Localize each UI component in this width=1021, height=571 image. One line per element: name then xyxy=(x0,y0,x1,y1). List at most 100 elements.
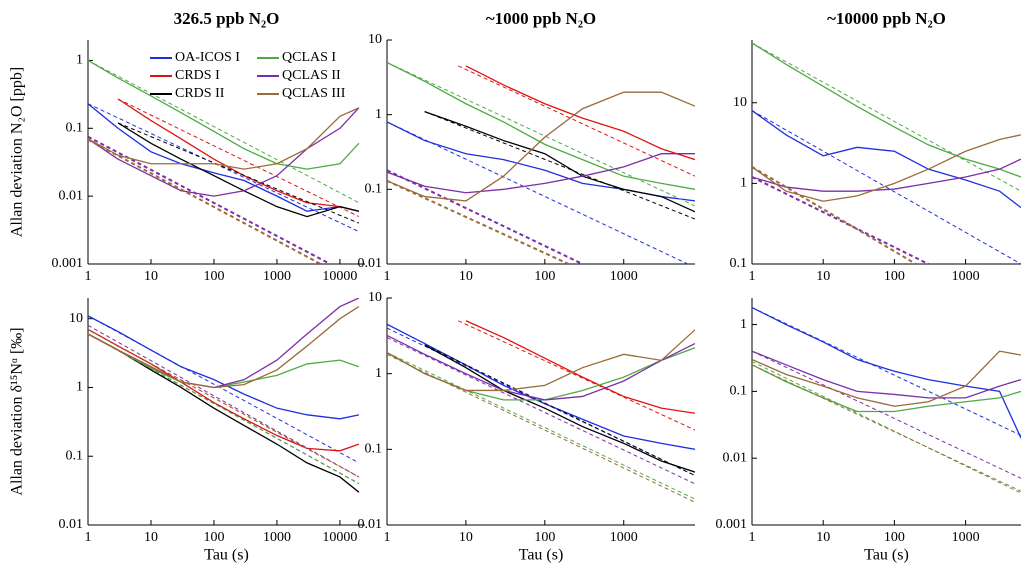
x-tick-label: 1 xyxy=(384,269,391,284)
x-tick-label: 1 xyxy=(749,269,756,284)
fit-line xyxy=(424,111,695,220)
data-line xyxy=(424,110,695,213)
y-tick-label: 0.01 xyxy=(358,256,383,271)
legend-label: QCLAS III xyxy=(282,86,346,101)
x-axis-label: Tau (s) xyxy=(519,547,564,564)
x-tick-label: 10 xyxy=(144,530,158,545)
x-tick-label: 1000 xyxy=(263,269,291,284)
x-tick-label: 100 xyxy=(534,530,555,545)
x-axis-label: Tau (s) xyxy=(204,547,249,564)
y-tick-label: 0.1 xyxy=(365,182,383,197)
panel-title: ~1000 ppb N₂O xyxy=(486,9,596,28)
data-line xyxy=(88,298,360,389)
x-tick-label: 10000 xyxy=(322,530,357,545)
data-line xyxy=(88,333,360,389)
x-tick-label: 1000 xyxy=(952,269,980,284)
panel: Tau (s) 0.01 0.1 1 10 1 10 100 1000 xyxy=(358,290,695,564)
x-tick-label: 100 xyxy=(203,530,224,545)
x-tick-label: 1 xyxy=(85,530,92,545)
data-line xyxy=(88,107,360,170)
data-line xyxy=(752,158,1021,192)
data-line xyxy=(424,344,695,473)
plot-area xyxy=(88,59,360,264)
plot-area xyxy=(387,320,695,503)
fit-line xyxy=(387,352,695,500)
y-tick-label: 10 xyxy=(69,311,83,326)
plot-area xyxy=(88,298,360,493)
plot-area xyxy=(752,42,1021,264)
data-line xyxy=(752,110,1021,209)
panel: Allan deviation δ¹⁵Nᵅ [‰] Tau (s) 0.01 0.1 1… xyxy=(9,298,365,564)
x-tick-label: 100 xyxy=(534,269,555,284)
data-line xyxy=(387,323,695,450)
y-tick-label: 1 xyxy=(740,317,747,332)
data-line xyxy=(117,98,360,212)
y-tick-label: 0.01 xyxy=(723,450,748,465)
fit-line xyxy=(387,179,569,264)
data-line xyxy=(88,333,360,493)
fit-line xyxy=(752,110,1021,264)
x-tick-label: 100 xyxy=(884,530,905,545)
fit-line xyxy=(88,103,360,233)
data-line xyxy=(387,61,695,190)
x-tick-label: 10 xyxy=(144,269,158,284)
data-line xyxy=(752,306,1021,439)
fit-line xyxy=(458,65,695,177)
panel: Tau (s) 0.001 0.01 0.1 1 1 10 100 1000 xyxy=(716,298,1021,564)
fit-line xyxy=(88,59,360,204)
data-line xyxy=(752,134,1021,202)
panel: 326.5 ppb N₂O Allan deviation N₂O [ppb] 0.… xyxy=(9,9,365,284)
y-tick-label: 1 xyxy=(375,107,382,122)
legend-label: OA-ICOS I xyxy=(175,50,240,65)
x-tick-label: 10 xyxy=(459,269,473,284)
x-tick-label: 10 xyxy=(459,530,473,545)
plot-area xyxy=(387,61,695,264)
y-tick-label: 0.01 xyxy=(358,517,383,532)
data-line xyxy=(117,122,360,218)
data-line xyxy=(387,334,695,401)
fit-line xyxy=(752,166,917,264)
fit-line xyxy=(88,328,360,478)
fit-line xyxy=(387,121,689,264)
fit-line xyxy=(387,62,695,207)
panel-title: ~10000 ppb N₂O xyxy=(827,9,946,28)
y-tick-label: 0.01 xyxy=(59,188,84,203)
fit-line xyxy=(424,344,695,477)
fit-line xyxy=(117,98,360,218)
y-tick-label: 10 xyxy=(368,290,382,305)
x-tick-label: 100 xyxy=(203,269,224,284)
data-line xyxy=(387,329,695,392)
legend-label: QCLAS I xyxy=(282,50,336,65)
data-line xyxy=(752,350,1021,407)
y-tick-label: 0.001 xyxy=(716,517,748,532)
fit-line xyxy=(387,169,583,264)
fit-line xyxy=(752,176,929,264)
data-line xyxy=(88,103,360,212)
data-line xyxy=(88,306,360,389)
y-tick-label: 1 xyxy=(740,176,747,191)
y-tick-label: 10 xyxy=(368,32,382,47)
y-tick-label: 0.1 xyxy=(66,121,84,136)
x-tick-label: 1 xyxy=(384,530,391,545)
data-line xyxy=(387,347,695,401)
data-line xyxy=(387,91,695,202)
legend-label: QCLAS II xyxy=(282,68,341,83)
y-tick-label: 0.001 xyxy=(52,256,84,271)
fit-line xyxy=(117,122,360,224)
data-line xyxy=(88,107,360,197)
fit-line xyxy=(88,138,323,264)
y-tick-label: 1 xyxy=(76,380,83,395)
fit-line xyxy=(752,307,1021,436)
legend-label: CRDS I xyxy=(175,68,220,83)
fit-line xyxy=(752,361,1021,494)
y-tick-label: 0.1 xyxy=(730,256,748,271)
fit-line xyxy=(458,320,695,431)
data-line xyxy=(465,320,695,414)
y-tick-label: 1 xyxy=(76,53,83,68)
x-tick-label: 1000 xyxy=(610,530,638,545)
fit-line xyxy=(88,135,333,264)
x-axis-label: Tau (s) xyxy=(864,547,909,564)
